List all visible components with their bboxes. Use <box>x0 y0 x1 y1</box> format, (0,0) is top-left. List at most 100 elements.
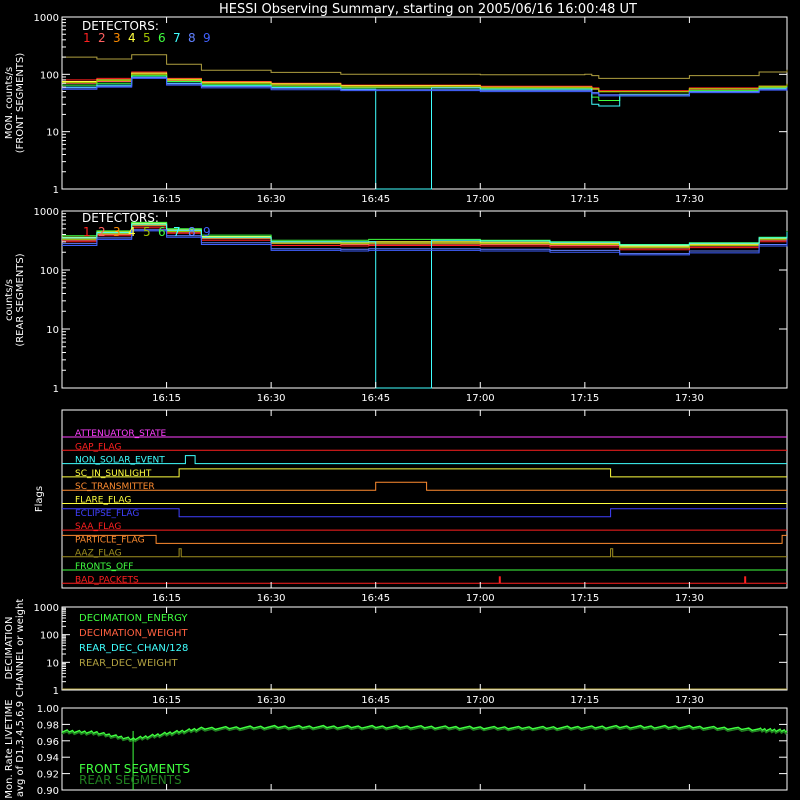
panel-flags-frame <box>61 409 788 589</box>
front-series-9 <box>62 77 788 97</box>
rear-series-7 <box>62 223 788 389</box>
front-ticks-group: 1 10 100 1000 16:15 16:30 16:45 17:00 17:15 17:30 <box>34 13 787 205</box>
flags-xtick-label: 17:30 <box>675 593 704 604</box>
front-legend-number: 3 <box>113 31 121 45</box>
decimation-ytick-label: 1 <box>53 686 59 697</box>
panel-flags: Flags ATTENUATOR_STATE GAP_FLAG NON_SOLAR_… <box>34 409 788 604</box>
rear-xtick-label: 16:15 <box>152 393 181 404</box>
flags-xtick-label: 17:00 <box>466 593 495 604</box>
livetime-ytick-label: 0.96 <box>37 737 59 748</box>
flags-xtick-label: 16:15 <box>152 593 181 604</box>
front-xtick-label: 17:15 <box>570 194 599 205</box>
front-ytick-label: 1 <box>53 185 59 196</box>
flag-label: BAD_PACKETS <box>75 575 139 585</box>
rear-ylabel-2: (REAR SEGMENTS) <box>15 253 26 346</box>
decimation-xtick-label: 17:30 <box>675 695 704 706</box>
front-legend-number: 2 <box>98 31 106 45</box>
front-legend-number: 5 <box>143 31 151 45</box>
rear-legend-number: 7 <box>173 225 181 239</box>
livetime-ytick-label: 1.00 <box>37 704 59 715</box>
rear-xtick-label: 16:45 <box>361 393 390 404</box>
front-legend-number: 4 <box>128 31 136 45</box>
panel-livetime: Mon. Rate LIVETIME avg of D1,3,4,5,6,9 F… <box>4 699 788 799</box>
panel-front-frame <box>61 16 788 190</box>
rear-legend-number: 1 <box>83 225 91 239</box>
decimation-xtick-label: 16:30 <box>257 695 286 706</box>
front-xtick-label: 16:30 <box>257 194 286 205</box>
livetime-series-1 <box>61 724 788 741</box>
decimation-series-group: DECIMATION_ENERGY DECIMATION_WEIGHT REAR_D… <box>62 613 787 690</box>
flag-line <box>62 508 787 518</box>
rear-xtick-label: 16:30 <box>257 393 286 404</box>
flags-xtick-label: 16:45 <box>361 593 390 604</box>
rear-ytick-label: 1 <box>53 384 59 395</box>
front-xtick-label: 16:15 <box>152 194 181 205</box>
decimation-xtick-label: 16:15 <box>152 695 181 706</box>
flag-line <box>62 468 787 478</box>
front-xtick-label: 17:00 <box>466 194 495 205</box>
flag-line <box>62 548 787 558</box>
rear-legend-number: 2 <box>98 225 106 239</box>
flag-line <box>62 534 787 544</box>
decimation-legend-label: DECIMATION_ENERGY <box>79 613 188 624</box>
front-ytick-label: 10 <box>46 128 59 139</box>
panel-decimation: DECIMATION CHANNEL or weight DECIMATION_… <box>4 599 788 706</box>
front-ylabel-2: (FRONT SEGMENTS) <box>15 53 26 154</box>
rear-ytick-label: 1000 <box>34 207 59 218</box>
decimation-legend-label: REAR_DEC_WEIGHT <box>79 658 178 669</box>
decimation-legend-label: REAR_DEC_CHAN/128 <box>79 643 188 654</box>
flag-label: SC_TRANSMITTER <box>75 482 155 492</box>
flag-label: ATTENUATOR_STATE <box>75 429 167 439</box>
front-ytick-label: 100 <box>40 70 59 81</box>
front-legend-number: 6 <box>158 31 166 45</box>
rear-xtick-label: 17:15 <box>570 393 599 404</box>
flag-label: ECLIPSE_FLAG <box>75 509 139 519</box>
flag-label: NON_SOLAR_EVENT <box>75 456 165 466</box>
decimation-ytick-label: 100 <box>40 631 59 642</box>
rear-legend-number: 5 <box>143 225 151 239</box>
front-legend-number: 1 <box>83 31 91 45</box>
panel-livetime-frame <box>61 707 788 791</box>
rear-legend-number: 9 <box>203 225 211 239</box>
livetime-ytick-label: 0.98 <box>37 720 59 731</box>
flags-group: ATTENUATOR_STATE GAP_FLAG NON_SOLAR_EVENT S… <box>62 429 787 585</box>
rear-legend-number: 6 <box>158 225 166 239</box>
panel-front: MON. counts/s (FRONT SEGMENTS) DETECTORS… <box>4 13 788 205</box>
decimation-legend-label: DECIMATION_WEIGHT <box>79 628 188 639</box>
decimation-ytick-label: 10 <box>46 658 59 669</box>
decimation-xtick-label: 17:00 <box>466 695 495 706</box>
livetime-series-2 <box>61 726 788 743</box>
rear-ticks-group: 1 10 100 1000 16:15 16:30 16:45 17:00 17:15 17:30 <box>34 207 787 404</box>
rear-ytick-label: 10 <box>46 325 59 336</box>
front-legend-number: 9 <box>203 31 211 45</box>
flag-label: FRONTS_OFF <box>75 562 133 572</box>
front-xtick-label: 17:30 <box>675 194 704 205</box>
flag-label: GAP_FLAG <box>75 442 121 452</box>
flag-label: SAA_FLAG <box>75 522 121 532</box>
livetime-ylabel-1: Mon. Rate LIVETIME <box>4 699 15 798</box>
front-xtick-label: 16:45 <box>361 194 390 205</box>
rear-ytick-label: 100 <box>40 266 59 277</box>
rear-legend-number: 3 <box>113 225 121 239</box>
flag-label: PARTICLE_FLAG <box>75 535 145 545</box>
front-ylabel-1: MON. counts/s <box>4 67 15 139</box>
rear-series-1 <box>62 227 788 251</box>
livetime-legend-label: REAR SEGMENTS <box>79 773 182 787</box>
rear-xtick-label: 17:00 <box>466 393 495 404</box>
rear-ylabel-1: counts/s <box>4 279 15 321</box>
decimation-ytick-label: 1000 <box>34 603 59 614</box>
decimation-ylabel-1: DECIMATION <box>4 616 15 679</box>
livetime-ylabel-2: avg of D1,3,4,5,6,9 <box>15 701 26 797</box>
livetime-legend-label: FRONT SEGMENTS <box>79 762 190 776</box>
livetime-ytick-label: 0.90 <box>37 786 59 797</box>
flags-xtick-label: 17:15 <box>570 593 599 604</box>
front-legend-number: 7 <box>173 31 181 45</box>
front-series-4 <box>62 72 788 93</box>
rear-legend-title: DETECTORS: <box>82 211 159 225</box>
rear-legend-number: 4 <box>128 225 136 239</box>
rear-series-9 <box>62 230 788 256</box>
